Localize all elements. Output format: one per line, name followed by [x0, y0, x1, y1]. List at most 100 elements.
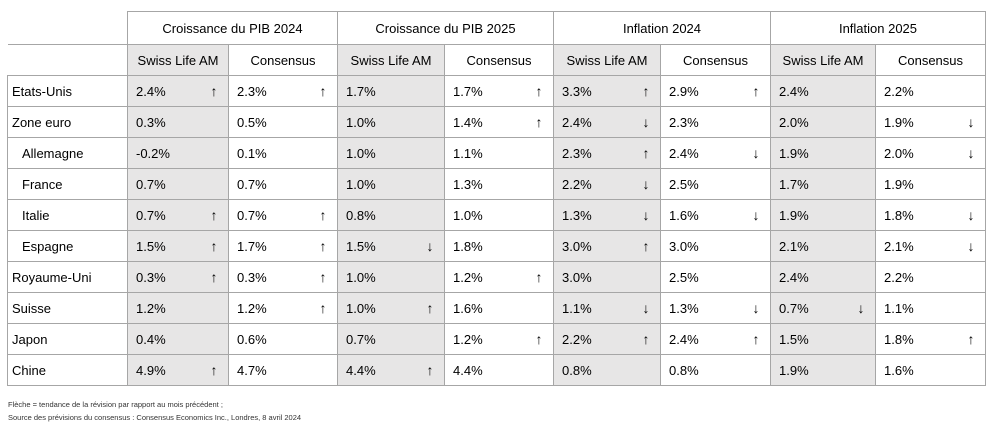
swiss-life-value-cell: 0.7% ↓ — [770, 292, 876, 324]
table-row: Suisse 1.2% 1.2% ↑ 1.0% ↑ 1.6% 1.1% ↓ 1.3% ↓ 0.7% ↓ 1… — [7, 292, 986, 324]
group-header-row: Croissance du PIB 2024 Croissance du PIB… — [7, 11, 986, 45]
arrow-down-icon: ↓ — [752, 207, 760, 223]
arrow-up-icon: ↑ — [535, 331, 543, 347]
forecast-value: 0.8% — [346, 207, 376, 223]
consensus-value-cell: 4.7% — [228, 354, 338, 386]
value-cell-content: 2.1% ↓ — [884, 239, 985, 254]
swiss-life-value-cell: 1.2% — [127, 292, 229, 324]
country-label: Espagne — [7, 230, 128, 262]
forecast-value: 0.6% — [237, 331, 267, 347]
forecast-value: 3.3% — [562, 83, 592, 99]
consensus-value-cell: 2.4% ↑ — [660, 323, 771, 355]
forecast-value: 1.0% — [346, 145, 376, 161]
forecast-value: 3.0% — [669, 238, 699, 254]
forecast-value: 0.8% — [562, 362, 592, 378]
value-cell-content: 2.5% — [669, 177, 770, 192]
country-label: Royaume-Uni — [7, 261, 128, 293]
value-cell-content: 2.2% — [884, 84, 985, 99]
value-cell-content: 2.0% ↓ — [884, 146, 985, 161]
consensus-value-cell: 1.2% ↑ — [444, 323, 554, 355]
forecast-value: 2.3% — [562, 145, 592, 161]
forecast-value: 4.4% — [346, 362, 376, 378]
forecast-value: 1.9% — [779, 145, 809, 161]
value-cell-content: 2.3% ↑ — [562, 146, 660, 161]
value-cell-content: 2.4% — [779, 270, 875, 285]
value-cell-content: 1.7% — [346, 84, 444, 99]
value-cell-content: 0.3% — [136, 115, 228, 130]
value-cell-content: 1.9% — [884, 177, 985, 192]
swiss-life-value-cell: 1.9% — [770, 354, 876, 386]
value-cell-content: 0.7% ↑ — [237, 208, 337, 223]
table-row: France 0.7% 0.7% 1.0% 1.3% 2.2% ↓ 2.5% 1.7% 1.9% — [7, 168, 986, 200]
value-cell-content: 2.0% — [779, 115, 875, 130]
table-row: Espagne 1.5% ↑ 1.7% ↑ 1.5% ↓ 1.8% 3.0% ↑ 3.0% 2.1% 2… — [7, 230, 986, 262]
forecast-value: 1.9% — [884, 114, 914, 130]
value-cell-content: 2.2% ↓ — [562, 177, 660, 192]
forecast-table: Croissance du PIB 2024 Croissance du PIB… — [7, 11, 986, 386]
table-row: Royaume-Uni 0.3% ↑ 0.3% ↑ 1.0% 1.2% ↑ 3.0% 2.5% 2.… — [7, 261, 986, 293]
swiss-life-value-cell: 0.8% — [337, 199, 445, 231]
swiss-life-value-cell: 4.4% ↑ — [337, 354, 445, 386]
arrow-up-icon: ↑ — [210, 238, 218, 254]
value-cell-content: 0.8% — [346, 208, 444, 223]
arrow-down-icon: ↓ — [967, 114, 975, 130]
forecast-value: 0.7% — [136, 207, 166, 223]
consensus-value-cell: 3.0% — [660, 230, 771, 262]
swiss-life-value-cell: 1.9% — [770, 199, 876, 231]
consensus-value-cell: 2.3% ↑ — [228, 75, 338, 107]
value-cell-content: 1.0% — [346, 177, 444, 192]
arrow-up-icon: ↑ — [642, 145, 650, 161]
forecast-value: 1.7% — [237, 238, 267, 254]
consensus-value-cell: 1.8% ↓ — [875, 199, 986, 231]
forecast-value: 1.3% — [669, 300, 699, 316]
forecast-value: 1.0% — [453, 207, 483, 223]
arrow-up-icon: ↑ — [210, 83, 218, 99]
value-cell-content: 0.8% — [562, 363, 660, 378]
group-header-inflation-2025: Inflation 2025 — [770, 11, 986, 45]
consensus-value-cell: 0.3% ↑ — [228, 261, 338, 293]
value-cell-content: 4.7% — [237, 363, 337, 378]
forecast-value: 1.1% — [453, 145, 483, 161]
arrow-down-icon: ↓ — [426, 238, 434, 254]
value-cell-content: 1.6% — [884, 363, 985, 378]
swiss-life-value-cell: 1.7% — [337, 75, 445, 107]
consensus-value-cell: 1.6% — [444, 292, 554, 324]
forecast-value: 3.0% — [562, 269, 592, 285]
swiss-life-value-cell: 0.7% — [127, 168, 229, 200]
forecast-value: 2.5% — [669, 269, 699, 285]
country-label: France — [7, 168, 128, 200]
arrow-down-icon: ↓ — [642, 207, 650, 223]
value-cell-content: 3.3% ↑ — [562, 84, 660, 99]
value-cell-content: 2.4% ↓ — [562, 115, 660, 130]
swiss-life-value-cell: -0.2% — [127, 137, 229, 169]
forecast-value: 2.1% — [779, 238, 809, 254]
sub-header-swiss-life: Swiss Life AM — [337, 44, 445, 76]
forecast-value: 1.8% — [884, 207, 914, 223]
forecast-value: 0.7% — [237, 207, 267, 223]
forecast-value: 2.4% — [669, 331, 699, 347]
consensus-value-cell: 1.2% ↑ — [444, 261, 554, 293]
consensus-value-cell: 2.9% ↑ — [660, 75, 771, 107]
forecast-value: 0.7% — [779, 300, 809, 316]
consensus-value-cell: 1.6% ↓ — [660, 199, 771, 231]
swiss-life-value-cell: 1.5% ↑ — [127, 230, 229, 262]
forecast-value: 2.1% — [884, 238, 914, 254]
forecast-value: 1.5% — [136, 238, 166, 254]
value-cell-content: 0.3% ↑ — [237, 270, 337, 285]
consensus-value-cell: 4.4% — [444, 354, 554, 386]
forecast-value: 1.0% — [346, 269, 376, 285]
swiss-life-value-cell: 2.1% — [770, 230, 876, 262]
forecast-value: 1.6% — [669, 207, 699, 223]
forecast-value: 2.2% — [562, 331, 592, 347]
arrow-down-icon: ↓ — [967, 238, 975, 254]
value-cell-content: 1.5% — [779, 332, 875, 347]
forecast-value: 0.7% — [346, 331, 376, 347]
forecast-value: 1.0% — [346, 176, 376, 192]
consensus-value-cell: 1.0% — [444, 199, 554, 231]
forecast-value: 1.4% — [453, 114, 483, 130]
group-header-gdp-2025: Croissance du PIB 2025 — [337, 11, 554, 45]
arrow-up-icon: ↑ — [426, 362, 434, 378]
forecast-value: 1.5% — [346, 238, 376, 254]
swiss-life-value-cell: 3.0% — [553, 261, 661, 293]
